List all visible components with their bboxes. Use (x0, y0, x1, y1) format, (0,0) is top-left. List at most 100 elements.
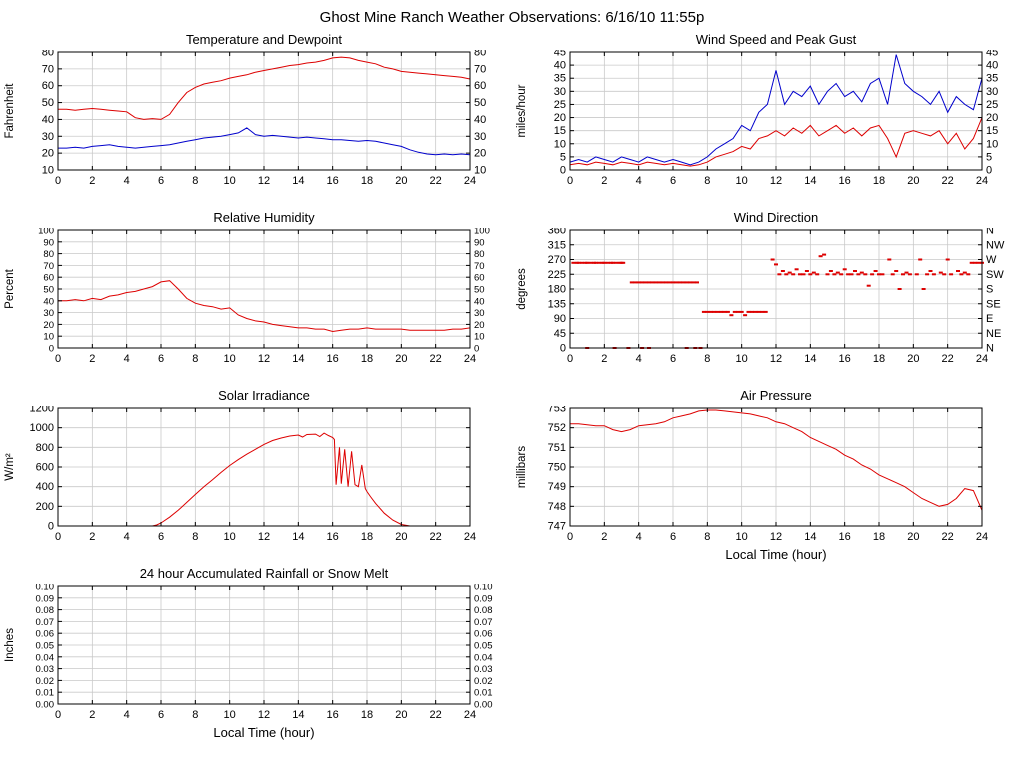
svg-text:400: 400 (36, 481, 54, 493)
svg-text:315: 315 (548, 239, 566, 251)
svg-text:16: 16 (839, 175, 851, 187)
svg-text:225: 225 (548, 269, 566, 281)
svg-text:10: 10 (474, 165, 486, 177)
svg-text:SE: SE (986, 298, 1001, 310)
svg-text:15: 15 (986, 125, 998, 137)
svg-text:30: 30 (986, 86, 998, 98)
svg-text:0.06: 0.06 (474, 629, 493, 640)
svg-text:20: 20 (474, 148, 486, 160)
svg-text:50: 50 (43, 285, 54, 296)
svg-text:0: 0 (55, 353, 61, 365)
svg-text:0.01: 0.01 (474, 688, 493, 699)
svg-text:14: 14 (292, 175, 304, 187)
svg-text:NW: NW (986, 239, 1005, 251)
svg-text:600: 600 (36, 462, 54, 474)
svg-text:10: 10 (554, 138, 566, 150)
y-axis-label: Inches (4, 628, 16, 662)
y-axis-label: Percent (4, 268, 16, 308)
svg-text:16: 16 (839, 353, 851, 365)
svg-text:0.05: 0.05 (474, 641, 493, 652)
svg-text:90: 90 (554, 313, 566, 325)
svg-text:20: 20 (907, 353, 919, 365)
svg-text:50: 50 (474, 285, 485, 296)
svg-text:0.07: 0.07 (474, 617, 493, 628)
svg-text:0: 0 (55, 709, 61, 721)
svg-text:100: 100 (474, 228, 490, 237)
svg-text:30: 30 (474, 308, 485, 319)
svg-text:14: 14 (292, 353, 304, 365)
svg-text:12: 12 (258, 175, 270, 187)
svg-text:22: 22 (942, 175, 954, 187)
svg-text:270: 270 (548, 254, 566, 266)
svg-text:10: 10 (474, 332, 485, 343)
svg-text:10: 10 (736, 175, 748, 187)
svg-text:751: 751 (548, 442, 566, 454)
svg-text:20: 20 (907, 531, 919, 543)
svg-text:0.04: 0.04 (474, 652, 493, 663)
chart-cell-wind-direction: Wind Direction 0 2 4 6 8 10 12 14 16 18 20 22 24 0 N 45… (512, 208, 1024, 386)
svg-text:8: 8 (704, 175, 710, 187)
svg-text:10: 10 (986, 138, 998, 150)
svg-text:752: 752 (548, 422, 566, 434)
svg-text:10: 10 (224, 353, 236, 365)
svg-text:70: 70 (42, 63, 54, 75)
svg-text:0.10: 0.10 (36, 584, 55, 593)
svg-text:2: 2 (89, 709, 95, 721)
svg-text:1000: 1000 (30, 422, 54, 434)
svg-text:70: 70 (474, 261, 485, 272)
svg-text:2: 2 (601, 353, 607, 365)
svg-text:70: 70 (474, 63, 486, 75)
svg-text:18: 18 (361, 709, 373, 721)
svg-text:50: 50 (42, 97, 54, 109)
svg-text:4: 4 (636, 531, 642, 543)
svg-text:40: 40 (554, 60, 566, 72)
svg-text:22: 22 (430, 709, 442, 721)
svg-text:6: 6 (670, 175, 676, 187)
svg-text:749: 749 (548, 481, 566, 493)
svg-text:0: 0 (567, 175, 573, 187)
chart-cell-temperature: Temperature and Dewpoint 0 2 4 6 8 10 12 14 16 18… (0, 30, 512, 208)
svg-text:4: 4 (124, 175, 130, 187)
svg-text:24: 24 (976, 353, 988, 365)
svg-text:30: 30 (554, 86, 566, 98)
svg-text:8: 8 (704, 353, 710, 365)
svg-text:20: 20 (43, 320, 54, 331)
svg-text:180: 180 (548, 284, 566, 296)
svg-text:12: 12 (770, 353, 782, 365)
svg-text:8: 8 (704, 531, 710, 543)
svg-text:0.04: 0.04 (36, 652, 55, 663)
svg-text:748: 748 (548, 501, 566, 513)
svg-text:0.03: 0.03 (36, 664, 55, 675)
svg-text:20: 20 (42, 148, 54, 160)
svg-text:20: 20 (395, 175, 407, 187)
svg-text:10: 10 (224, 709, 236, 721)
svg-text:4: 4 (636, 353, 642, 365)
svg-text:0.01: 0.01 (36, 688, 55, 699)
svg-text:0.02: 0.02 (36, 676, 55, 687)
svg-text:24: 24 (976, 531, 988, 543)
svg-text:4: 4 (124, 353, 130, 365)
svg-text:16: 16 (327, 531, 339, 543)
svg-text:6: 6 (158, 531, 164, 543)
chart-title: Solar Irradiance (218, 388, 310, 403)
svg-text:30: 30 (43, 308, 54, 319)
svg-text:18: 18 (361, 531, 373, 543)
svg-text:30: 30 (474, 131, 486, 143)
svg-text:14: 14 (804, 353, 816, 365)
chart-title: 24 hour Accumulated Rainfall or Snow Mel… (139, 566, 389, 581)
svg-text:45: 45 (554, 328, 566, 340)
svg-text:35: 35 (986, 73, 998, 85)
svg-text:25: 25 (986, 99, 998, 111)
svg-text:W: W (986, 254, 997, 266)
y-axis-label: millibars (516, 446, 528, 488)
svg-text:0: 0 (986, 165, 992, 177)
svg-text:40: 40 (42, 114, 54, 126)
svg-text:6: 6 (670, 353, 676, 365)
svg-text:18: 18 (873, 353, 885, 365)
svg-text:12: 12 (258, 531, 270, 543)
svg-text:S: S (986, 284, 993, 296)
svg-text:4: 4 (636, 175, 642, 187)
svg-text:6: 6 (158, 353, 164, 365)
